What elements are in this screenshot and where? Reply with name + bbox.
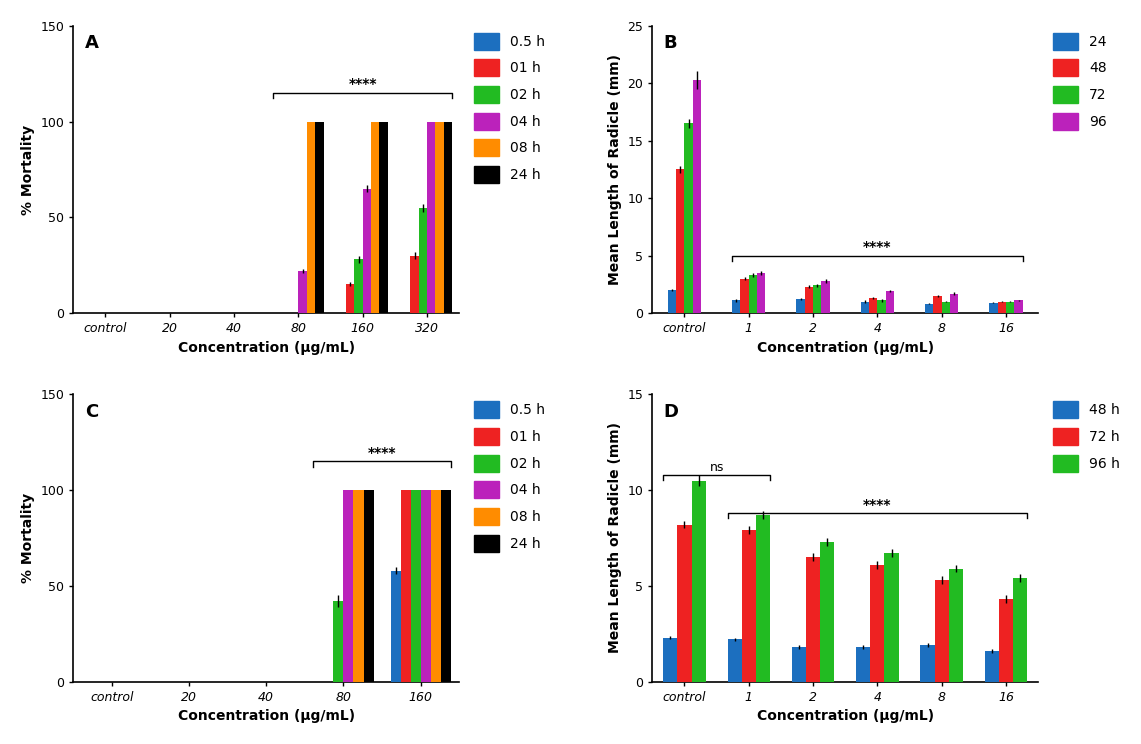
- Bar: [814, 286, 822, 313]
- Bar: [427, 121, 436, 313]
- Bar: [1006, 301, 1014, 313]
- Bar: [440, 490, 451, 682]
- Text: ****: ****: [863, 240, 891, 254]
- Bar: [371, 121, 380, 313]
- Bar: [444, 121, 452, 313]
- Bar: [363, 188, 371, 313]
- Bar: [950, 294, 958, 313]
- Bar: [419, 208, 427, 313]
- Bar: [885, 291, 895, 313]
- Text: A: A: [84, 34, 99, 52]
- Bar: [390, 571, 400, 682]
- Bar: [307, 121, 315, 313]
- Bar: [1000, 599, 1013, 682]
- Bar: [820, 542, 834, 682]
- Bar: [430, 490, 440, 682]
- Bar: [822, 281, 830, 313]
- Bar: [921, 645, 934, 682]
- Bar: [677, 170, 685, 313]
- Bar: [748, 275, 758, 313]
- Text: D: D: [664, 403, 679, 421]
- Legend: 0.5 h, 01 h, 02 h, 04 h, 08 h, 24 h: 0.5 h, 01 h, 02 h, 04 h, 08 h, 24 h: [474, 33, 545, 183]
- Bar: [949, 568, 963, 682]
- Bar: [804, 286, 814, 313]
- Text: B: B: [664, 34, 678, 52]
- Bar: [741, 278, 748, 313]
- Legend: 48 h, 72 h, 96 h: 48 h, 72 h, 96 h: [1053, 401, 1119, 472]
- Bar: [346, 284, 355, 313]
- Bar: [742, 530, 755, 682]
- Legend: 24, 48, 72, 96: 24, 48, 72, 96: [1053, 33, 1107, 129]
- Bar: [663, 638, 678, 682]
- Bar: [1014, 301, 1022, 313]
- Bar: [941, 301, 950, 313]
- Bar: [934, 580, 949, 682]
- Bar: [758, 273, 766, 313]
- Bar: [728, 639, 742, 682]
- Bar: [343, 490, 354, 682]
- Bar: [925, 304, 933, 313]
- Text: ****: ****: [367, 446, 396, 460]
- Bar: [354, 490, 364, 682]
- Bar: [806, 557, 820, 682]
- Bar: [355, 260, 363, 313]
- Text: ns: ns: [710, 461, 723, 474]
- Bar: [421, 490, 430, 682]
- X-axis label: Concentration (μg/mL): Concentration (μg/mL): [756, 341, 933, 355]
- Y-axis label: Mean Length of Radicle (mm): Mean Length of Radicle (mm): [608, 54, 622, 285]
- Bar: [860, 301, 869, 313]
- Bar: [884, 554, 899, 682]
- Bar: [869, 298, 877, 313]
- Bar: [1013, 578, 1027, 682]
- Bar: [871, 565, 884, 682]
- Bar: [856, 647, 871, 682]
- Bar: [400, 490, 411, 682]
- Bar: [315, 121, 324, 313]
- Bar: [693, 80, 702, 313]
- Bar: [989, 303, 997, 313]
- Text: C: C: [84, 403, 98, 421]
- Bar: [877, 301, 885, 313]
- Y-axis label: % Mortality: % Mortality: [21, 124, 35, 214]
- Bar: [364, 490, 373, 682]
- X-axis label: Concentration (μg/mL): Concentration (μg/mL): [178, 709, 355, 723]
- Bar: [997, 301, 1006, 313]
- Bar: [733, 301, 741, 313]
- Bar: [380, 121, 388, 313]
- X-axis label: Concentration (μg/mL): Concentration (μg/mL): [178, 341, 355, 355]
- Y-axis label: Mean Length of Radicle (mm): Mean Length of Radicle (mm): [608, 423, 622, 653]
- Bar: [933, 296, 941, 313]
- Text: ****: ****: [863, 498, 891, 512]
- Bar: [796, 299, 804, 313]
- Bar: [792, 647, 806, 682]
- Bar: [685, 124, 693, 313]
- Bar: [299, 271, 307, 313]
- Bar: [985, 651, 1000, 682]
- Bar: [755, 515, 770, 682]
- Bar: [667, 290, 677, 313]
- Bar: [436, 121, 444, 313]
- Bar: [691, 481, 705, 682]
- Y-axis label: % Mortality: % Mortality: [21, 493, 35, 583]
- X-axis label: Concentration (μg/mL): Concentration (μg/mL): [756, 709, 933, 723]
- Bar: [333, 601, 343, 682]
- Bar: [411, 256, 419, 313]
- Bar: [678, 525, 691, 682]
- Bar: [411, 490, 421, 682]
- Text: ****: ****: [348, 77, 377, 92]
- Legend: 0.5 h, 01 h, 02 h, 04 h, 08 h, 24 h: 0.5 h, 01 h, 02 h, 04 h, 08 h, 24 h: [474, 401, 545, 551]
